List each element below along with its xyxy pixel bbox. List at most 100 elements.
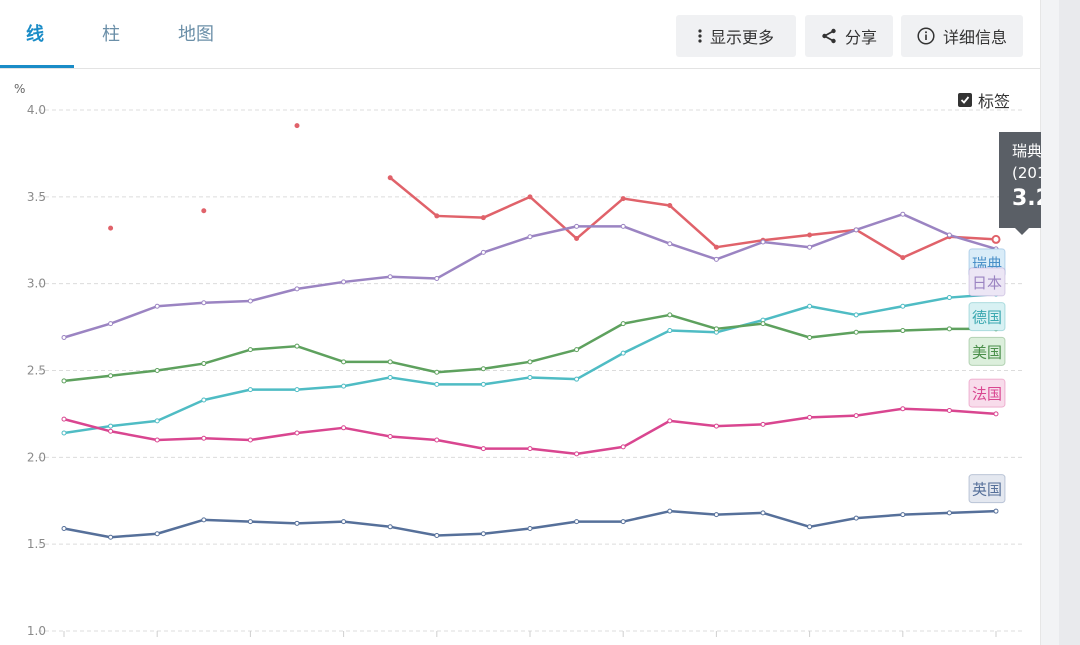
data-point: [713, 423, 719, 429]
tab-map[interactable]: 地图: [178, 24, 214, 45]
data-point: [527, 446, 533, 452]
data-point: [387, 274, 393, 280]
data-point: [480, 531, 486, 537]
tooltip-series: 瑞典: [1012, 142, 1043, 160]
data-point: [760, 421, 766, 427]
data-point: [527, 194, 533, 200]
data-point: [434, 213, 440, 219]
data-point: [434, 381, 440, 387]
data-point: [294, 286, 300, 292]
data-point: [946, 407, 952, 413]
series-end-label: 日本: [972, 274, 1002, 292]
series-line: [63, 509, 997, 539]
labels-toggle[interactable]: 标签: [958, 88, 1010, 112]
data-point: [434, 275, 440, 281]
data-point: [667, 203, 673, 209]
tab-bar[interactable]: 柱: [102, 24, 120, 45]
data-point: [61, 430, 67, 436]
data-point: [341, 519, 347, 525]
series-end-label: 法国: [972, 385, 1002, 403]
data-point: [527, 526, 533, 532]
data-point: [387, 359, 393, 365]
data-point: [574, 223, 580, 229]
data-point: [993, 508, 999, 514]
data-point: [713, 326, 719, 332]
data-point: [434, 369, 440, 375]
data-point: [620, 196, 626, 202]
checkbox-checked-icon[interactable]: [958, 93, 972, 107]
data-point: [713, 512, 719, 518]
series-end-label: 德国: [972, 309, 1002, 327]
data-point: [61, 378, 67, 384]
data-point: [807, 244, 813, 250]
more-vertical-icon: [698, 29, 702, 43]
tooltip-arrow: [1015, 228, 1029, 235]
data-point: [527, 234, 533, 240]
data-point: [387, 524, 393, 530]
data-point: [154, 531, 160, 537]
y-tick-label: 1.5: [27, 537, 46, 551]
series-end-label-box: [968, 267, 1006, 297]
data-point: [900, 255, 906, 261]
data-point: [713, 256, 719, 262]
data-point: [853, 515, 859, 521]
data-point: [574, 519, 580, 525]
share-button[interactable]: 分享: [805, 15, 893, 57]
data-point: [387, 374, 393, 380]
y-axis-unit: %: [14, 82, 26, 96]
series-end-label-box: [968, 336, 1006, 366]
data-point: [760, 321, 766, 327]
show-more-label: 显示更多: [709, 28, 774, 47]
data-point: [527, 374, 533, 380]
data-point: [341, 425, 347, 431]
data-point: [946, 232, 952, 238]
data-point: [154, 368, 160, 373]
y-tick-label: 3.5: [27, 190, 46, 204]
data-point: [387, 433, 393, 439]
labels-toggle-label: 标签: [978, 92, 1011, 111]
data-point: [667, 418, 673, 424]
data-point: [900, 328, 906, 334]
data-point: [108, 373, 114, 379]
data-point: [108, 225, 114, 231]
data-point: [108, 321, 114, 327]
series-end-label-box: [968, 302, 1006, 332]
y-tick-label: 4.0: [27, 103, 46, 117]
data-point: [620, 321, 626, 327]
data-point: [247, 347, 253, 353]
data-point: [294, 123, 300, 129]
data-point: [527, 359, 533, 365]
data-point: [853, 312, 859, 318]
details-button[interactable]: 详细信息: [901, 15, 1023, 57]
data-point: [760, 239, 766, 245]
data-point: [853, 329, 859, 335]
data-point: [201, 517, 207, 523]
y-tick-label: 3.0: [27, 277, 46, 291]
data-point: [946, 295, 952, 301]
data-point: [620, 444, 626, 450]
data-point: [201, 208, 207, 214]
data-point: [946, 326, 952, 332]
data-point: [807, 414, 813, 420]
data-point: [61, 526, 67, 532]
share-label: 分享: [844, 28, 877, 47]
data-point: [201, 397, 207, 403]
series-line: [63, 212, 997, 339]
data-point: [61, 335, 67, 341]
data-point: [294, 387, 300, 393]
data-point: [946, 510, 952, 516]
chart-panel: 线 柱 地图 显示更多 分享 详细信息 标签: [0, 0, 1041, 645]
data-point: [574, 347, 580, 353]
data-point: [807, 303, 813, 309]
data-point: [900, 406, 906, 412]
series-end-label: 美国: [972, 343, 1002, 361]
data-point: [108, 534, 114, 540]
y-tick-label: 2.5: [27, 364, 46, 378]
data-point: [480, 381, 486, 387]
data-point: [341, 359, 347, 365]
tab-line[interactable]: 线: [26, 24, 44, 45]
show-more-button[interactable]: 显示更多: [676, 15, 796, 57]
data-point: [900, 303, 906, 309]
data-point: [108, 428, 114, 434]
